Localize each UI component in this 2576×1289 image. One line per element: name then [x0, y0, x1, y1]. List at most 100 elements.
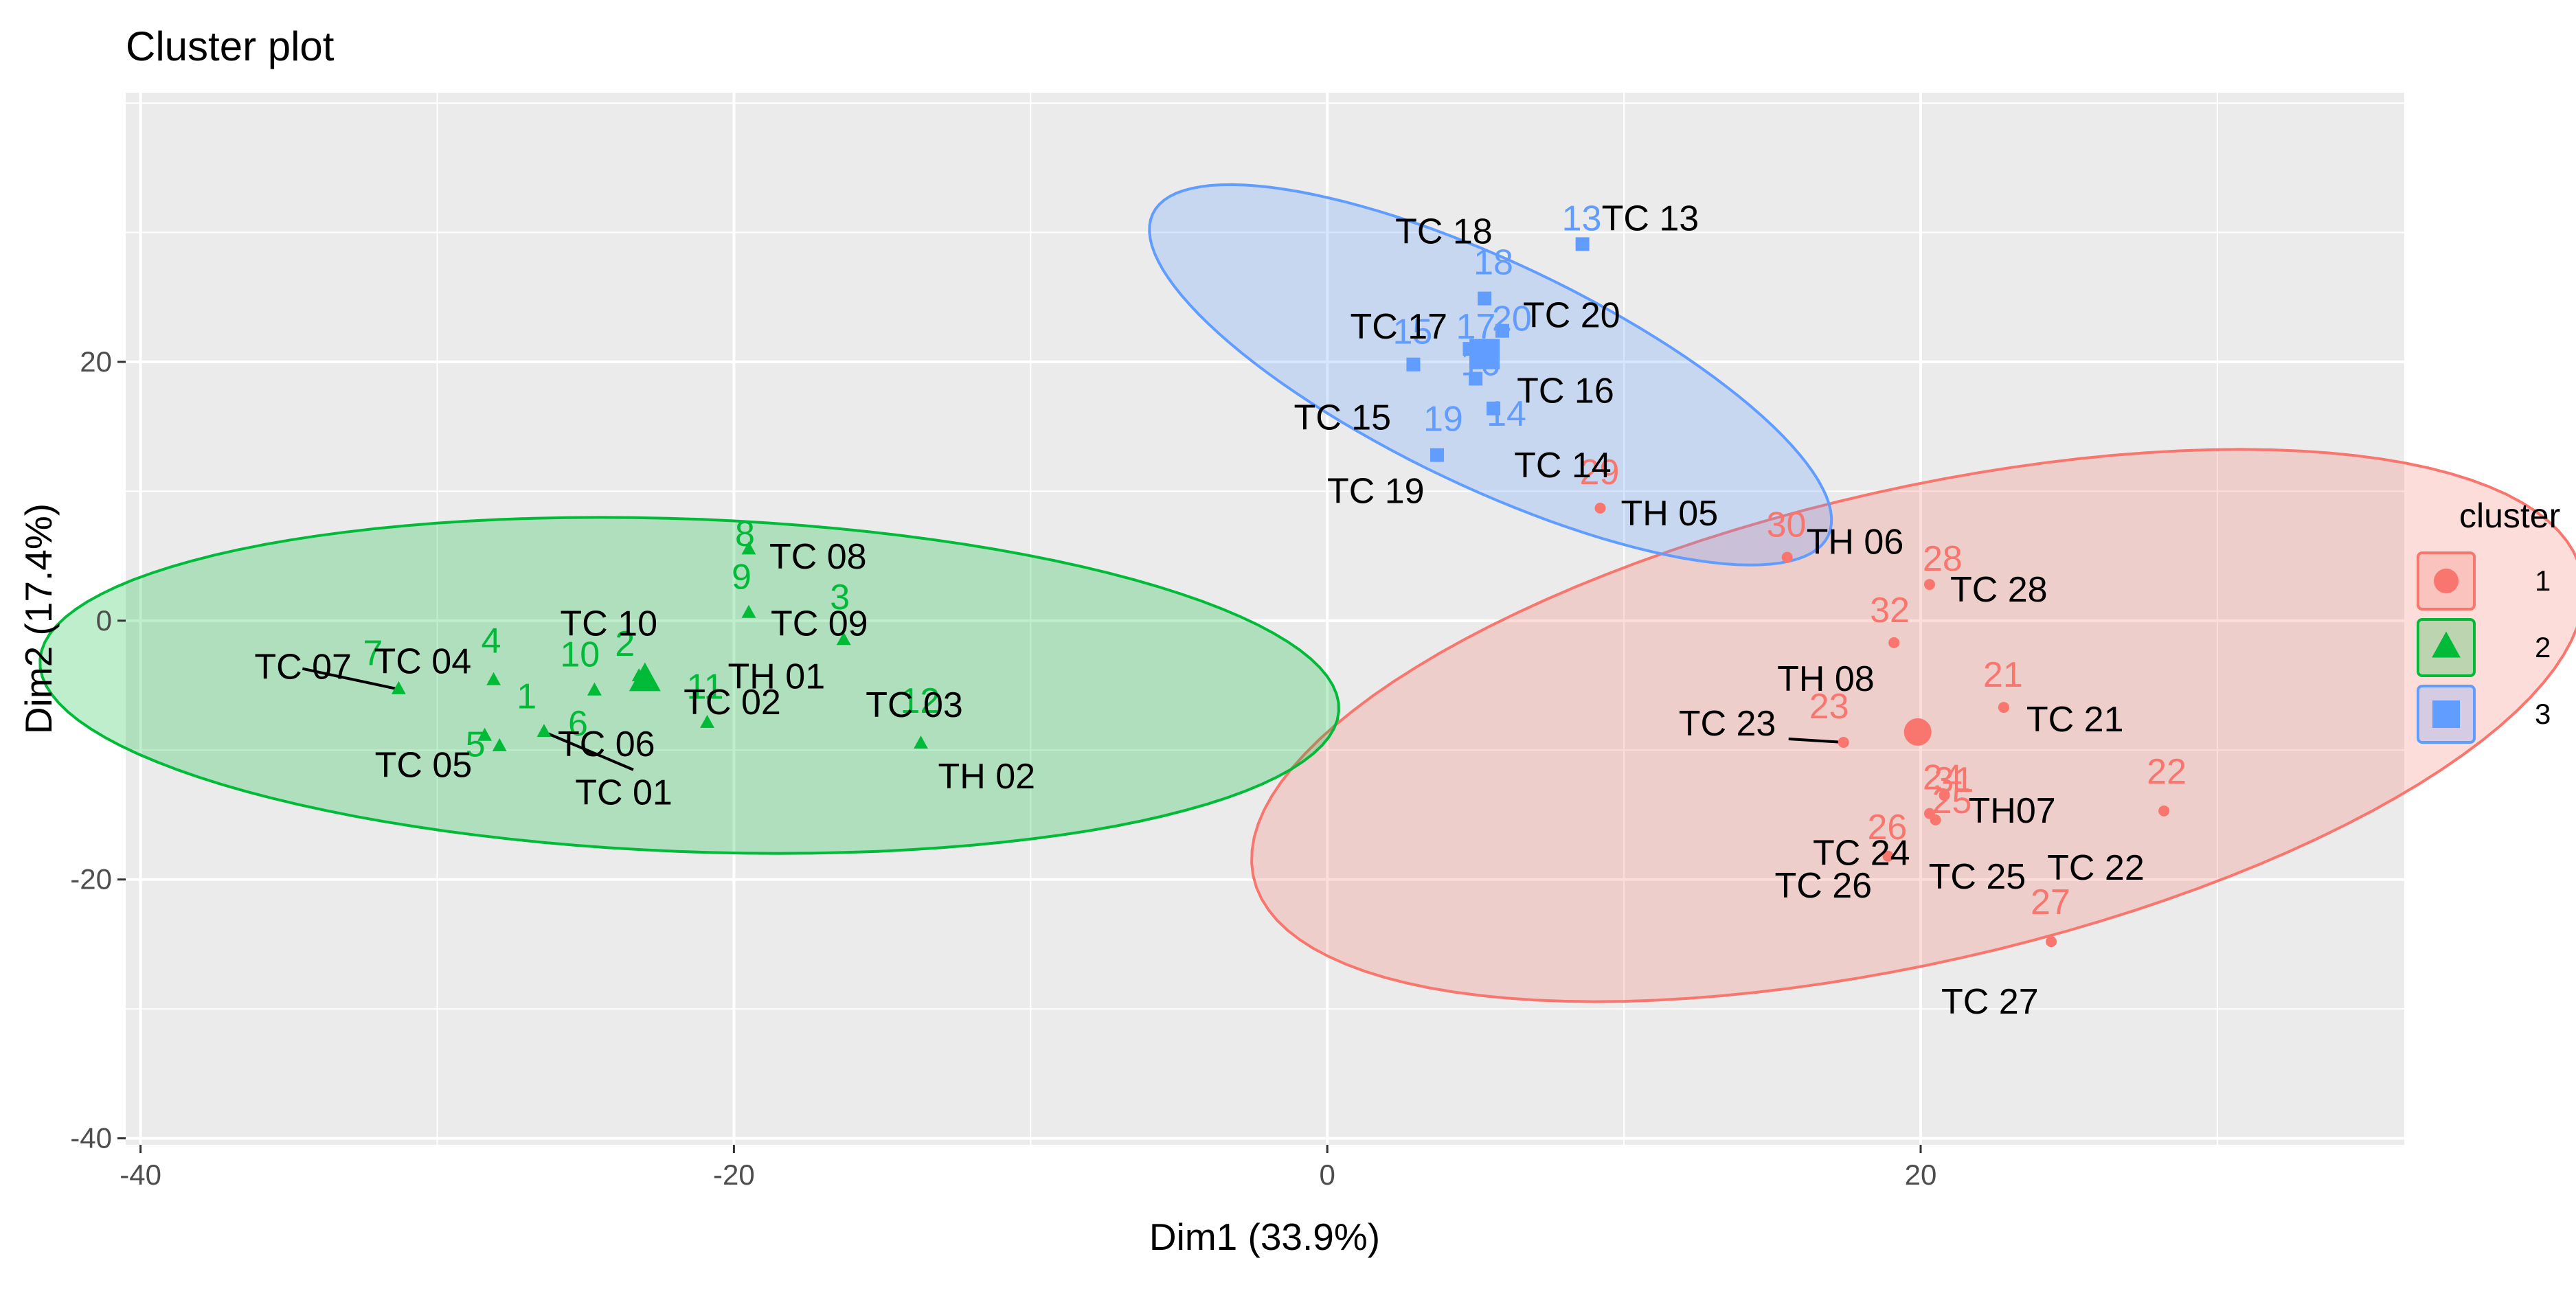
point-number-label: 3 [830, 578, 850, 617]
data-point [2046, 936, 2057, 948]
data-point [486, 672, 501, 685]
point-number-label: 28 [1923, 539, 1963, 579]
grid-minor [126, 93, 2404, 1145]
plot-panel [126, 93, 2404, 1145]
label-leader-lines [302, 667, 1844, 771]
legend-label: 3 [2535, 698, 2551, 730]
point-name-label: TC 08 [769, 537, 867, 577]
cluster-ellipse-2 [38, 516, 1340, 855]
data-point [1487, 401, 1501, 415]
point-name-label: TH07 [1969, 791, 2056, 831]
point-number-label: 7 [363, 634, 383, 674]
data-point [492, 738, 507, 751]
data-point [1478, 291, 1492, 306]
point-name-label: TC 22 [2047, 848, 2145, 888]
point-name-label: TC 23 [1679, 704, 1776, 744]
point-name-label: TC 09 [771, 604, 868, 644]
leader-line [1788, 737, 1844, 744]
point-name-label: TC 01 [575, 773, 673, 813]
point-number-label: 6 [568, 704, 588, 744]
point-number-label: 25 [1932, 782, 1972, 821]
point-number-label: 17 [1456, 307, 1496, 347]
legend-marker-1 [2434, 569, 2459, 593]
point-name-label: TC 02 [683, 683, 781, 722]
data-point [1495, 323, 1510, 338]
point-name-label: TC 15 [1293, 398, 1391, 438]
cluster-ellipse-3 [1148, 183, 1833, 567]
point-number-label: 8 [735, 514, 755, 554]
point-name-label: TC 28 [1950, 570, 2048, 610]
point-number-label: 2 [615, 624, 635, 664]
data-point [1469, 372, 1483, 386]
point-number-label: 12 [900, 681, 940, 721]
x-tick-label: 0 [1320, 1159, 1335, 1191]
y-tick-label: -40 [70, 1122, 112, 1154]
x-axis-label: Dim1 (33.9%) [1149, 1216, 1380, 1258]
point-number-label: 32 [1870, 591, 1910, 630]
point-name-label: TC 24 [1813, 834, 1910, 874]
data-point [741, 604, 756, 618]
point-name-label: TC 21 [2026, 700, 2124, 740]
y-tick-label: 20 [80, 345, 112, 378]
x-axis: -40 -20 0 20 [120, 1145, 1936, 1191]
cluster-centers [629, 339, 1932, 746]
point-number-label: 27 [2031, 882, 2070, 922]
y-tick-label: -20 [70, 863, 112, 896]
point-number-label: 24 [1923, 758, 1963, 798]
data-point [477, 727, 493, 741]
point-number-label: 30 [1767, 505, 1807, 545]
legend-label: 1 [2535, 564, 2551, 597]
data-point [1430, 448, 1445, 462]
point-name-label: TC 04 [374, 642, 472, 682]
point-name-label: TC 05 [375, 746, 473, 786]
chart-title: Cluster plot [126, 23, 335, 69]
point-number-label: 18 [1473, 243, 1513, 283]
leader-line [543, 731, 634, 771]
point-name-label: TC 20 [1523, 296, 1620, 336]
point-name-label: TH 08 [1777, 659, 1875, 699]
point-name-label: TC 14 [1514, 446, 1612, 486]
legend-marker-3 [2432, 700, 2460, 728]
data-point [1882, 850, 1894, 862]
data-point [914, 735, 928, 749]
data-point [1888, 637, 1900, 648]
y-axis-label: Dim2 (17.4%) [17, 503, 60, 734]
point-number-label: 14 [1487, 394, 1526, 434]
data-point [1998, 702, 2009, 714]
point-name-label: TC 25 [1929, 857, 2026, 897]
data-point [1930, 814, 1941, 826]
point-number-label: 13 [1562, 198, 1602, 238]
data-point [2158, 805, 2170, 817]
legend: 1 2 3 [2417, 551, 2551, 744]
point-number-label: 1 [517, 677, 536, 717]
point-name-label: TC 26 [1774, 866, 1872, 906]
data-point [1939, 790, 1950, 801]
data-point [1594, 502, 1606, 514]
cluster-center-2 [629, 662, 661, 692]
data-point [1838, 736, 1849, 748]
point-name-label: TH 05 [1621, 494, 1719, 534]
point-name-label: TH 01 [728, 657, 826, 697]
point-number-label: 5 [466, 725, 486, 765]
point-name-labels: TC 21 TC 22 TC 23 TC 24 TC 25 TC 26 TC 27 TC 28… [254, 198, 2144, 1022]
point-number-label: 10 [560, 635, 600, 675]
data-point [1923, 579, 1935, 591]
grid-major [126, 93, 2404, 1145]
point-number-label: 4 [482, 621, 501, 661]
legend-label: 2 [2535, 631, 2551, 663]
data-point [1781, 551, 1793, 563]
data-point [1575, 237, 1590, 251]
legend-title: cluster [2459, 497, 2560, 535]
legend-marker-2 [2432, 631, 2461, 658]
data-point [741, 541, 756, 555]
point-number-label: 20 [1492, 299, 1532, 339]
point-name-label: TC 17 [1351, 307, 1448, 347]
data-point [587, 682, 602, 696]
point-name-label: TC 07 [254, 648, 352, 687]
point-name-label: TC 27 [1941, 982, 2039, 1022]
point-number-label: 19 [1423, 400, 1463, 440]
leader-line [302, 667, 399, 691]
point-name-label: TC 18 [1395, 212, 1493, 252]
